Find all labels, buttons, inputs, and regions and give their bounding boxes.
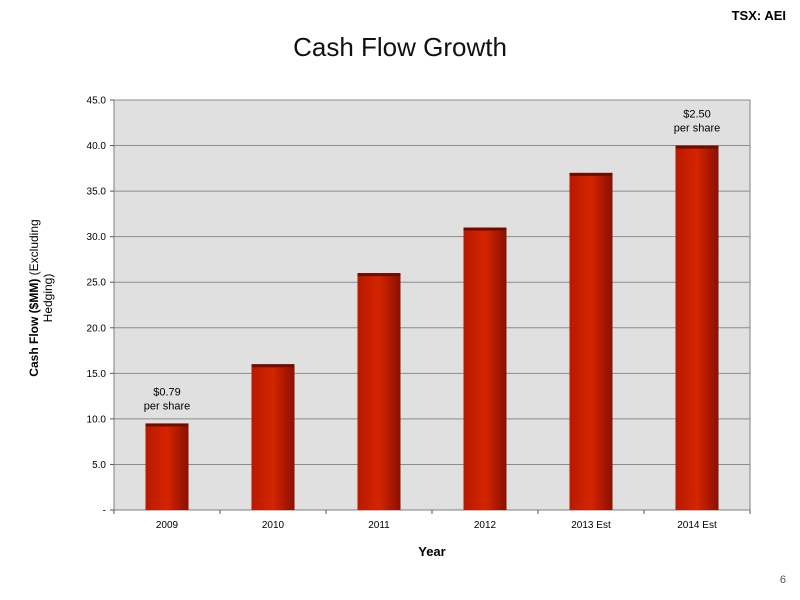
annotation-value: $0.79 — [153, 386, 181, 398]
x-tick-label: 2013 Est — [571, 520, 611, 531]
y-axis-title-bold: Cash Flow ($MM) — [27, 279, 41, 377]
x-tick-label: 2010 — [262, 520, 285, 531]
y-axis-title-line2: Hedging) — [41, 274, 55, 323]
gridlines — [114, 99, 750, 465]
y-tick-label: 40.0 — [87, 141, 107, 152]
plot-area — [113, 99, 751, 511]
y-axis-title: Cash Flow ($MM) (Excluding Hedging) — [27, 219, 55, 376]
y-tick-label: 5.0 — [92, 460, 106, 471]
x-axis-title: Year — [418, 544, 445, 559]
x-tick-label: 2009 — [156, 520, 179, 531]
bar-annotations: $0.79 per share $2.50 per share — [144, 109, 720, 413]
bar-cap — [675, 145, 719, 149]
y-tick-label: 35.0 — [87, 187, 107, 198]
annotation-value: $2.50 — [683, 109, 711, 121]
bar-cap — [569, 172, 613, 176]
y-tick-label: 45.0 — [87, 96, 107, 107]
bar-cap — [463, 227, 507, 231]
y-tick-label: 20.0 — [87, 323, 107, 334]
y-axis-title-rest: (Excluding — [27, 219, 41, 275]
y-axis-title-line1: Cash Flow ($MM) (Excluding — [27, 219, 41, 376]
page-number: 6 — [779, 574, 786, 586]
x-axis-ticks: 2009 2010 2011 2012 2013 Est 2014 Est — [113, 510, 751, 531]
bar-cap — [251, 364, 295, 368]
ticker-label: TSX: AEI — [731, 8, 786, 23]
y-tick-label: - — [103, 506, 106, 517]
bar — [357, 273, 401, 510]
bar — [251, 364, 295, 510]
y-tick-label: 30.0 — [87, 232, 107, 243]
chart-title: Cash Flow Growth — [293, 32, 507, 62]
bar — [463, 227, 507, 511]
bar-cap — [357, 273, 401, 277]
bar — [569, 172, 613, 510]
y-tick-label: 25.0 — [87, 278, 107, 289]
y-axis-ticks: - 5.0 10.0 15.0 20.0 25.0 30.0 35.0 40.0 45.0 — [87, 96, 114, 517]
y-tick-label: 10.0 — [87, 414, 107, 425]
x-tick-label: 2014 Est — [677, 520, 717, 531]
y-tick-label: 15.0 — [87, 369, 107, 380]
bar — [675, 145, 719, 511]
annotation-unit: per share — [674, 123, 720, 135]
bar — [145, 423, 189, 510]
x-tick-label: 2012 — [474, 520, 497, 531]
x-tick-label: 2011 — [368, 520, 390, 531]
annotation-unit: per share — [144, 400, 190, 412]
bars — [145, 145, 719, 511]
bar-cap — [145, 423, 189, 427]
